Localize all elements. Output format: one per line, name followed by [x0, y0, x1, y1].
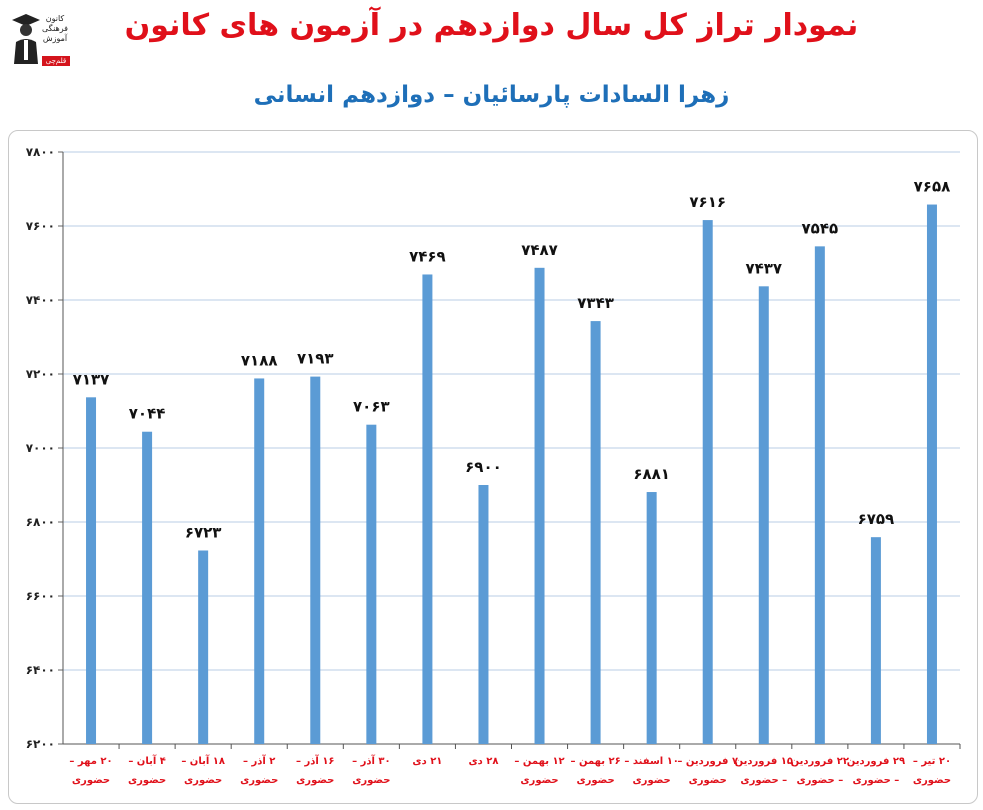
category-label: حضوری: [633, 775, 671, 786]
data-label: ۷۰۶۳: [353, 398, 390, 416]
bar: [926, 204, 937, 745]
category-label: حضوری: [576, 775, 614, 786]
category-label: – حضوری: [740, 775, 787, 786]
y-tick-label: ۷۸۰۰: [26, 145, 55, 159]
y-tick-label: ۶۴۰۰: [26, 663, 55, 677]
category-label: حضوری: [520, 775, 558, 786]
data-label: ۶۸۸۱: [633, 465, 670, 483]
data-label: ۷۶۵۸: [914, 178, 951, 196]
data-label: ۷۵۴۵: [802, 219, 839, 237]
y-tick-label: ۷۶۰۰: [26, 219, 55, 233]
data-label: ۶۷۲۳: [185, 523, 222, 541]
y-tick-label: ۶۶۰۰: [26, 589, 55, 603]
logo-text: کانون فرهنگی آموزش: [42, 14, 68, 43]
category-label: حضوری: [352, 775, 390, 786]
data-label: ۶۹۰۰: [465, 458, 502, 476]
y-tick-label: ۷۲۰۰: [26, 367, 55, 381]
data-label: ۷۴۸۷: [521, 241, 558, 259]
category-label: ۳۰ آذر –: [352, 754, 391, 767]
bar: [366, 424, 377, 744]
data-label: ۷۱۹۳: [297, 350, 334, 368]
category-label: حضوری: [689, 775, 727, 786]
category-label: ۲۰ مهر –: [69, 756, 112, 767]
category-label: – حضوری: [796, 775, 843, 786]
y-tick-label: ۶۸۰۰: [26, 515, 55, 529]
bar: [702, 220, 713, 744]
data-label: ۷۱۸۸: [241, 351, 278, 369]
category-label: ۱۵ فروردین: [735, 756, 793, 767]
bar: [534, 267, 545, 744]
data-label: ۶۷۵۹: [858, 510, 895, 528]
bar: [198, 550, 209, 744]
bar: [254, 378, 265, 744]
data-label: ۷۱۳۷: [73, 370, 110, 388]
chart-subtitle: زهرا السادات پارسائیان – دوازدهم انسانی: [253, 82, 730, 108]
y-tick-label: ۷۴۰۰: [26, 293, 55, 307]
bar: [478, 485, 489, 744]
bar: [870, 537, 881, 744]
category-label: ۲۸ دی: [468, 756, 498, 767]
data-label: ۷۳۴۳: [577, 294, 614, 312]
logo-badge: قلم‌چی: [42, 56, 70, 66]
category-label: ۱۰ اسفند –: [624, 756, 679, 767]
category-label: ۲۶ بهمن –: [570, 756, 620, 767]
chart-title: نمودار تراز کل سال دوازدهم در آزمون های …: [124, 8, 859, 43]
category-label: – حضوری: [853, 775, 900, 786]
category-label: ۴ آبان –: [128, 754, 166, 767]
y-tick-label: ۷۰۰۰: [26, 441, 55, 455]
category-label: حضوری: [184, 775, 222, 786]
category-label: ۱۶ آذر –: [296, 754, 335, 767]
category-label: حضوری: [128, 775, 166, 786]
graduate-icon: [12, 14, 40, 64]
data-label: ۷۴۶۹: [409, 247, 446, 265]
bar: [758, 286, 769, 744]
category-label: ۲۰ تیر –: [913, 756, 951, 767]
category-label: ۲۹ فروردین: [847, 756, 905, 767]
category-label: ۷ فروردین –: [677, 756, 738, 767]
y-tick-label: ۶۲۰۰: [26, 737, 55, 751]
category-label: حضوری: [296, 775, 334, 786]
category-label: ۲ آذر –: [243, 754, 275, 767]
category-label: حضوری: [72, 775, 110, 786]
bar: [142, 431, 153, 744]
bar: [422, 274, 433, 744]
bar: [590, 321, 601, 744]
bar: [814, 246, 825, 744]
category-label: ۱۲ بهمن –: [514, 756, 564, 767]
bar: [86, 397, 97, 744]
data-label: ۷۰۴۴: [129, 405, 166, 423]
category-label: حضوری: [913, 775, 951, 786]
category-label: ۲۲ فروردین: [791, 756, 849, 767]
category-label: حضوری: [240, 775, 278, 786]
data-label: ۷۴۳۷: [745, 259, 782, 277]
category-label: ۱۸ آبان –: [181, 754, 225, 767]
bar: [310, 376, 321, 744]
category-label: ۲۱ دی: [412, 756, 442, 767]
data-label: ۷۶۱۶: [689, 193, 726, 211]
bar: [646, 492, 657, 744]
